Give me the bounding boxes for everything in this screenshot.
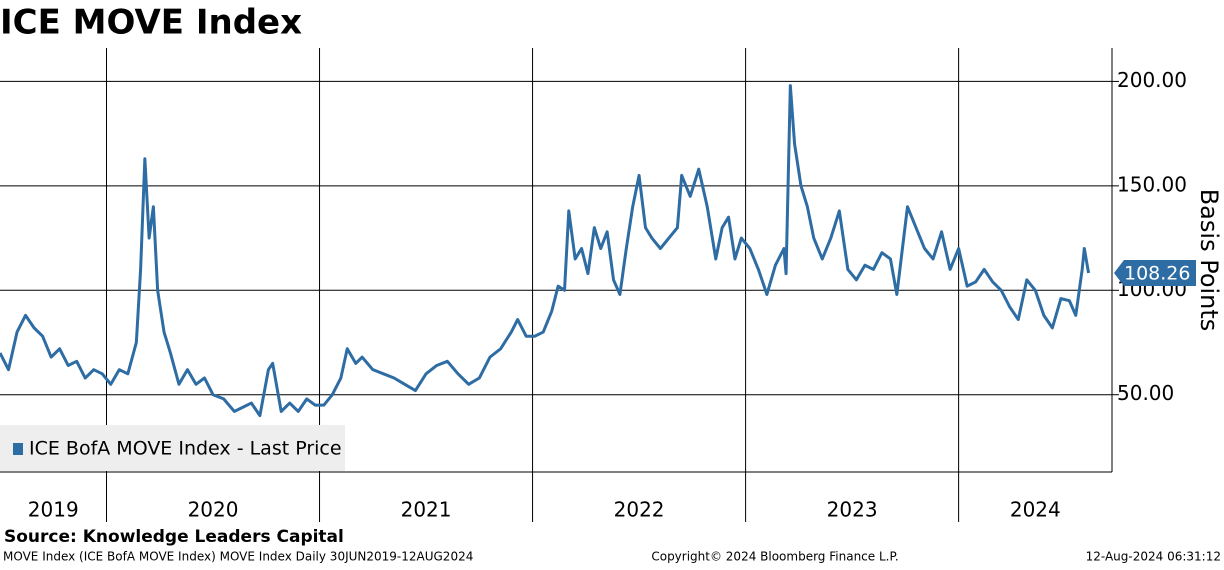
x-tick-label: 2020 (188, 498, 239, 522)
copyright: Copyright© 2024 Bloomberg Finance L.P. (651, 550, 898, 564)
y-tick-label: 50.00 (1117, 381, 1174, 405)
legend-swatch (13, 443, 23, 455)
source: Source: Knowledge Leaders Capital (4, 527, 344, 547)
x-tick-label: 2019 (28, 498, 79, 522)
timestamp: 12-Aug-2024 06:31:12 (1086, 550, 1221, 564)
last-price-label: 108.26 (1124, 263, 1190, 285)
chart-title: ICE MOVE Index (0, 3, 302, 43)
series-line (0, 84, 1091, 418)
x-tick-label: 2021 (401, 498, 452, 522)
x-tick-label: 2022 (614, 498, 665, 522)
y-tick-label: 200.00 (1117, 68, 1187, 92)
last-price-tag (1114, 260, 1196, 287)
legend-box (0, 425, 345, 471)
x-tick-label: 2024 (1010, 498, 1061, 522)
description: MOVE Index (ICE BofA MOVE Index) MOVE In… (3, 550, 473, 564)
y-axis-label: Basis Points (1195, 189, 1223, 332)
y-tick-label: 150.00 (1117, 172, 1187, 196)
legend-label: ICE BofA MOVE Index - Last Price (29, 438, 342, 460)
x-tick-label: 2023 (827, 498, 878, 522)
